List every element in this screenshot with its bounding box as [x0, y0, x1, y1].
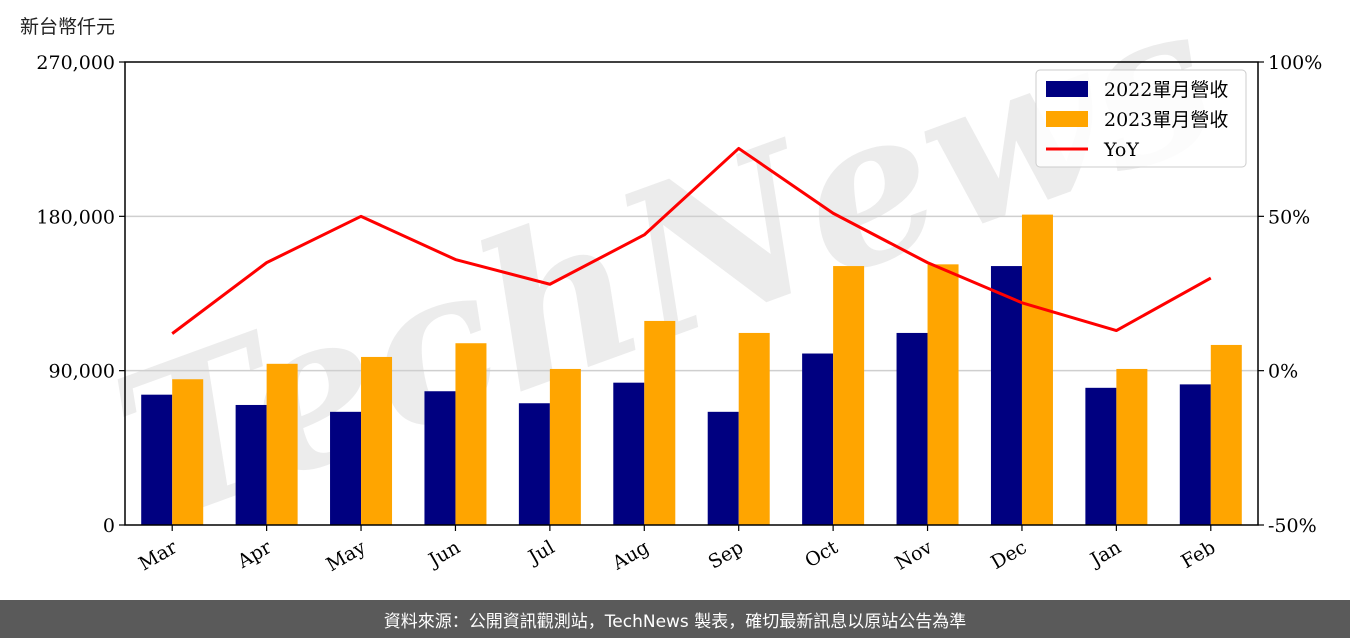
bar-2022 [990, 266, 1022, 525]
bar-2022 [802, 353, 834, 525]
chart-svg: TechNews 090,000180,000270,000-50%0%50%1… [20, 0, 1322, 576]
bar-2023 [927, 264, 959, 525]
bar-2023 [549, 368, 581, 525]
bar-2022 [707, 411, 739, 525]
legend-swatch [1046, 81, 1088, 97]
y-right-tick-label: 0% [1268, 361, 1298, 383]
bar-2023 [738, 332, 770, 525]
chart: TechNews 0 90,000 180,000 270,000 -50% 0% 50% 1… [20, 0, 1322, 576]
y-left-tick-label: 180,000 [36, 206, 115, 228]
y-axis-unit-label: 新台幣仟元 [20, 16, 115, 38]
plot-frame [124, 61, 1259, 526]
y-left-tick-label: 0 [103, 515, 115, 537]
x-tick-label: Sep [705, 536, 748, 573]
yoy-line [171, 146, 1212, 335]
bar-2023 [1210, 344, 1242, 525]
legend-label: 2022單月營收 [1104, 79, 1228, 101]
bar-2023 [833, 266, 865, 525]
x-tick-label: Jul [523, 536, 558, 569]
bar-2022 [613, 382, 645, 525]
x-tick-label: Jun [423, 536, 464, 572]
bar-2022 [1085, 387, 1117, 525]
y-right-tick-label: 50% [1268, 206, 1310, 228]
x-tick-label: Jan [1085, 536, 1125, 572]
bar-2023 [361, 356, 393, 525]
legend-box [1035, 69, 1247, 168]
x-tick-label: May [323, 536, 370, 576]
bar-2022 [141, 394, 173, 525]
bar-2022 [424, 391, 456, 525]
bar-2023 [172, 379, 204, 525]
y-right-tick-label: 100% [1268, 52, 1322, 74]
bar-2022 [330, 411, 362, 525]
bar-2023 [1021, 214, 1053, 525]
bar-2023 [1116, 368, 1148, 525]
y-right-tick-label: -50% [1268, 515, 1317, 537]
legend-label: 2023單月營收 [1104, 109, 1228, 131]
y-left-tick-label: 270,000 [36, 52, 115, 74]
bar-2022 [235, 404, 267, 525]
x-tick-label: Feb [1177, 536, 1219, 573]
x-tick-label: Aug [608, 536, 653, 575]
bar-2023 [644, 320, 676, 525]
source-footer: 資料來源：公開資訊觀測站，TechNews 製表，確切最新訊息以原站公告為準 [0, 600, 1350, 638]
x-tick-label: Dec [987, 536, 1030, 574]
bar-2023 [266, 363, 298, 525]
bar-2023 [455, 343, 487, 525]
bar-2022 [896, 332, 928, 525]
legend-swatch [1046, 111, 1088, 127]
y-left-tick-label: 90,000 [49, 361, 115, 383]
legend-label: YoY [1103, 139, 1139, 161]
x-tick-label: Nov [891, 536, 936, 575]
bar-2022 [1179, 384, 1211, 525]
bar-2022 [518, 403, 550, 525]
x-tick-label: Oct [801, 536, 842, 572]
